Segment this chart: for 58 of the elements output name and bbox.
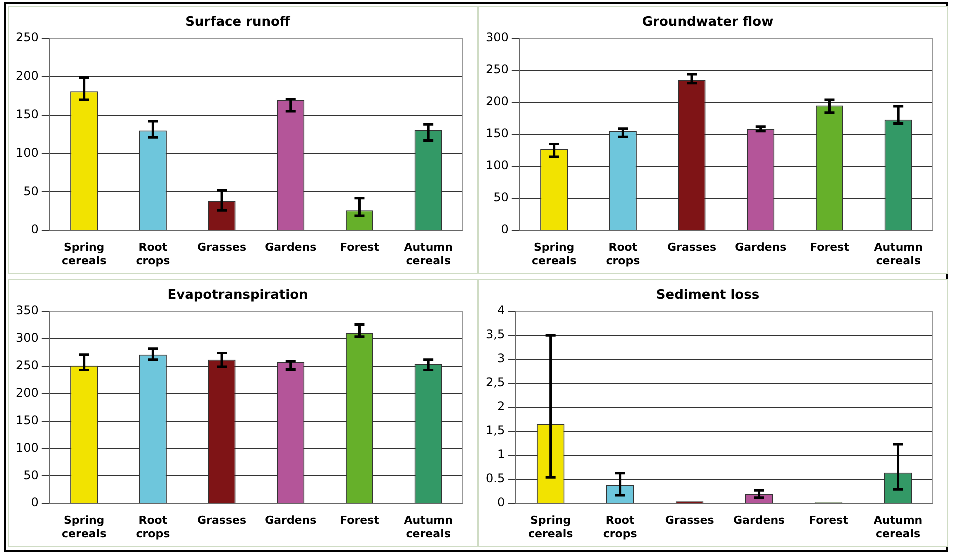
x-tick-label: Grasses — [665, 514, 715, 528]
y-tick-label: 1,5 — [486, 424, 506, 438]
y-tick-label: 350 — [16, 304, 39, 318]
y-tick-label: 250 — [486, 62, 509, 77]
x-tick-label: Root crops — [606, 241, 641, 268]
x-tick-label: Grasses — [198, 241, 247, 254]
y-tick-label: 200 — [486, 94, 509, 109]
y-tick-label: 100 — [16, 146, 39, 160]
y-tick-label: 50 — [24, 184, 39, 198]
x-tick-label: Forest — [340, 514, 380, 528]
y-tick-label: 150 — [16, 413, 39, 428]
y-tick-label: 300 — [486, 30, 509, 45]
y-tick-label: 300 — [16, 331, 39, 346]
y-tick-label: 3 — [497, 352, 506, 366]
x-tick-label: Gardens — [735, 241, 788, 254]
y-tick-label: 50 — [24, 468, 39, 482]
x-tick-label: Root crops — [136, 241, 171, 268]
x-tick-label: Grasses — [198, 514, 247, 528]
x-tick-label: Forest — [809, 514, 848, 528]
y-tick-label: 200 — [16, 69, 39, 84]
y-tick-label: 0.5 — [486, 472, 506, 486]
x-tick-label: Autumn cereals — [404, 514, 453, 540]
y-tick-label: 250 — [16, 30, 39, 45]
x-tick-label: Autumn cereals — [874, 241, 923, 268]
x-tick-label: Root crops — [603, 514, 638, 540]
x-tick-label: Gardens — [733, 514, 786, 528]
y-tick-label: 2 — [497, 400, 506, 414]
x-tick-label: Gardens — [265, 514, 318, 528]
y-tick-label: 0 — [497, 496, 506, 510]
x-tick-label: Root crops — [136, 514, 171, 540]
x-tick-label: Autumn cereals — [404, 241, 453, 268]
x-tick-label: Spring cereals — [528, 514, 574, 540]
y-tick-label: 100 — [16, 440, 39, 455]
x-tick-label: Spring cereals — [62, 514, 108, 540]
y-tick-label: 4 — [497, 304, 506, 318]
y-tick-label: 0 — [501, 222, 509, 237]
y-tick-label: 200 — [16, 386, 39, 400]
x-tick-label: Spring cereals — [532, 241, 578, 268]
x-tick-label: Gardens — [265, 241, 318, 254]
x-tick-label: Spring cereals — [62, 241, 108, 268]
y-tick-label: 1 — [497, 448, 506, 462]
y-tick-label: 0 — [31, 496, 39, 510]
x-tick-label: Forest — [340, 241, 380, 254]
y-tick-label: 150 — [486, 126, 509, 141]
y-tick-label: 100 — [486, 158, 509, 173]
chart-title: Surface runoff — [186, 15, 291, 30]
y-tick-label: 0 — [31, 222, 39, 237]
y-tick-label: 150 — [16, 108, 39, 122]
y-tick-label: 3,5 — [486, 328, 506, 342]
y-tick-label: 250 — [16, 358, 39, 373]
y-tick-label: 50 — [494, 190, 509, 205]
x-tick-label: Forest — [810, 241, 850, 254]
chart-title: Groundwater flow — [642, 15, 774, 30]
x-tick-label: Autumn cereals — [874, 514, 923, 540]
chart-title: Sediment loss — [656, 288, 760, 304]
y-tick-label: 2,5 — [486, 376, 506, 390]
x-tick-label: Grasses — [668, 241, 717, 254]
chart-title: Evapotranspiration — [168, 288, 308, 304]
